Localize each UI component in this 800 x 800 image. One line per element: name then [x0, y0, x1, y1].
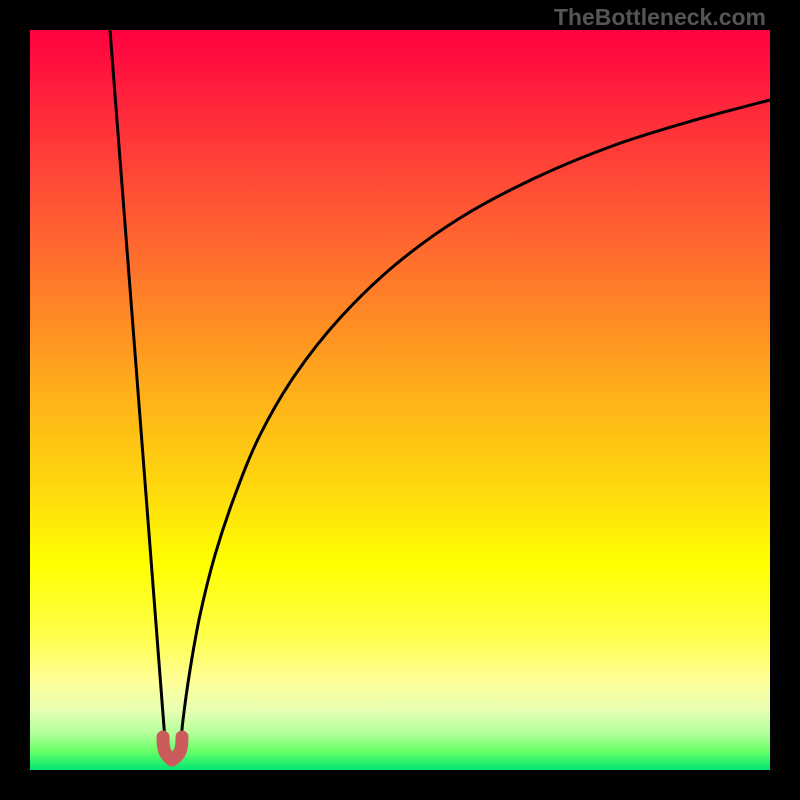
watermark-text: TheBottleneck.com: [554, 4, 766, 31]
right-curve: [180, 100, 770, 753]
u-marker-icon: [163, 737, 182, 760]
curve-overlay: [0, 0, 800, 800]
left-curve: [110, 30, 166, 753]
chart-container: TheBottleneck.com: [0, 0, 800, 800]
